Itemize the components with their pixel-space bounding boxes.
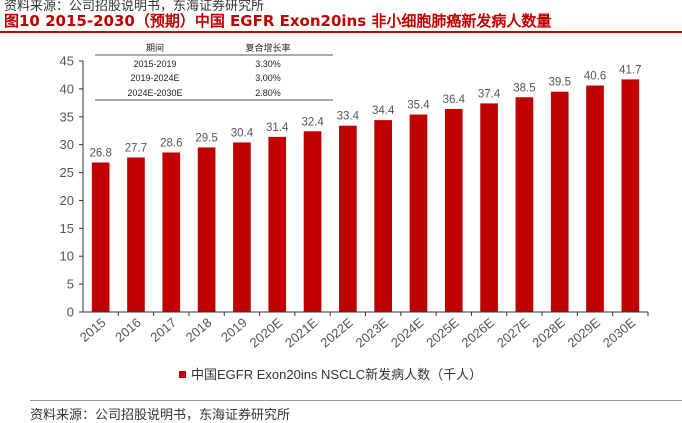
cagr-header-rate: 复合增长率 [245, 42, 290, 53]
bar [162, 152, 181, 312]
cagr-rate: 3.30% [255, 59, 281, 69]
y-tick-label: 30 [60, 137, 74, 152]
x-tick-label: 2023E [353, 315, 392, 351]
x-tick-label: 2025E [423, 315, 462, 351]
bar [374, 120, 392, 312]
bar-value-label: 35.4 [407, 100, 430, 112]
x-tick-label: 2030E [600, 315, 639, 351]
x-tick-label: 2029E [565, 315, 604, 351]
x-tick-label: 2024E [388, 315, 427, 351]
bar [197, 147, 216, 312]
bar [409, 114, 428, 313]
bar-value-label: 37.4 [478, 88, 501, 100]
chart-title: 图10 2015-2030（预期）中国 EGFR Exon20ins 非小细胞肺… [4, 12, 552, 30]
bar [515, 97, 534, 312]
bars-group: 26.8 27.7 28.6 29.5 30.4 31.4 32.4 33.4 34.4 35.4… [89, 64, 642, 313]
bottom-source-text: 资料来源：公司招股说明书，东海证券研究所 [30, 408, 291, 423]
x-tick-label: 2019 [218, 315, 250, 345]
y-tick-label: 0 [67, 305, 74, 320]
cagr-rate: 2.80% [255, 88, 281, 98]
legend-swatch [179, 371, 186, 378]
bar-value-label: 30.4 [231, 127, 254, 139]
bar-value-label: 31.4 [266, 122, 289, 134]
bar [480, 103, 498, 312]
cagr-table: 期间 复合增长率 2015-2019 3.30% 2019-2024E 3.00% 2024… [95, 42, 333, 101]
bar-chart: 0 5 10 15 20 25 30 35 40 45 26.8 27.7 28.6 29.5 30.4 3… [60, 42, 649, 382]
x-tick-label: 2017 [147, 315, 179, 345]
x-tick-label: 2022E [317, 315, 356, 351]
bar [550, 91, 569, 312]
x-tick-label: 2027E [494, 315, 533, 351]
legend-label: 中国EGFR Exon20ins NSCLC新发病人数（千人） [191, 367, 482, 382]
bar [268, 136, 287, 312]
y-axis: 0 5 10 15 20 25 30 35 40 45 [60, 54, 84, 320]
bar-value-label: 32.4 [301, 116, 324, 128]
bar [233, 142, 251, 312]
bar-value-label: 34.4 [372, 105, 395, 117]
y-tick-label: 15 [60, 221, 74, 236]
y-tick-label: 5 [67, 277, 74, 292]
x-axis: 2015 2016 2017 2018 20192020E2021E2022E2023E… [77, 311, 649, 351]
bar [303, 131, 322, 312]
bar-value-label: 27.7 [125, 142, 147, 154]
y-tick-label: 35 [60, 109, 74, 124]
cagr-period: 2024E-2030E [127, 88, 182, 98]
cagr-rate: 3.00% [255, 73, 281, 83]
bar-value-label: 26.8 [89, 148, 111, 160]
x-tick-label: 2018 [183, 315, 215, 345]
bar [91, 162, 110, 312]
bar-value-label: 40.6 [584, 71, 606, 83]
x-tick-label: 2021E [282, 315, 321, 351]
bar-value-label: 29.5 [195, 132, 217, 144]
bar [586, 85, 604, 312]
bar [621, 79, 640, 312]
x-tick-label: 2028E [529, 315, 568, 351]
top-source-text: 资料来源：公司招股说明书，东海证券研究所 [4, 0, 265, 14]
legend: 中国EGFR Exon20ins NSCLC新发病人数（千人） [179, 367, 482, 382]
bar-value-label: 41.7 [619, 64, 641, 76]
bar-value-label: 39.5 [549, 77, 571, 89]
bar [444, 108, 463, 312]
y-tick-label: 25 [60, 165, 74, 180]
cagr-period: 2015-2019 [133, 59, 176, 69]
x-tick-label: 2026E [459, 315, 498, 351]
cagr-period: 2019-2024E [130, 73, 179, 83]
title-divider [0, 31, 682, 33]
y-tick-label: 40 [60, 81, 74, 96]
bar-value-label: 36.4 [443, 94, 466, 106]
bottom-divider [30, 400, 682, 401]
bar-value-label: 28.6 [160, 137, 182, 149]
x-tick-label: 2015 [77, 315, 109, 345]
y-tick-label: 45 [60, 54, 74, 69]
bar-value-label: 38.5 [513, 82, 535, 94]
bar [127, 157, 145, 312]
x-tick-label: 2016 [112, 315, 144, 345]
x-tick-label: 2020E [247, 315, 286, 351]
y-tick-label: 20 [60, 193, 74, 208]
cagr-header-period: 期间 [146, 42, 164, 53]
bar [339, 125, 357, 312]
y-tick-label: 10 [60, 249, 74, 264]
bar-value-label: 33.4 [337, 111, 360, 123]
